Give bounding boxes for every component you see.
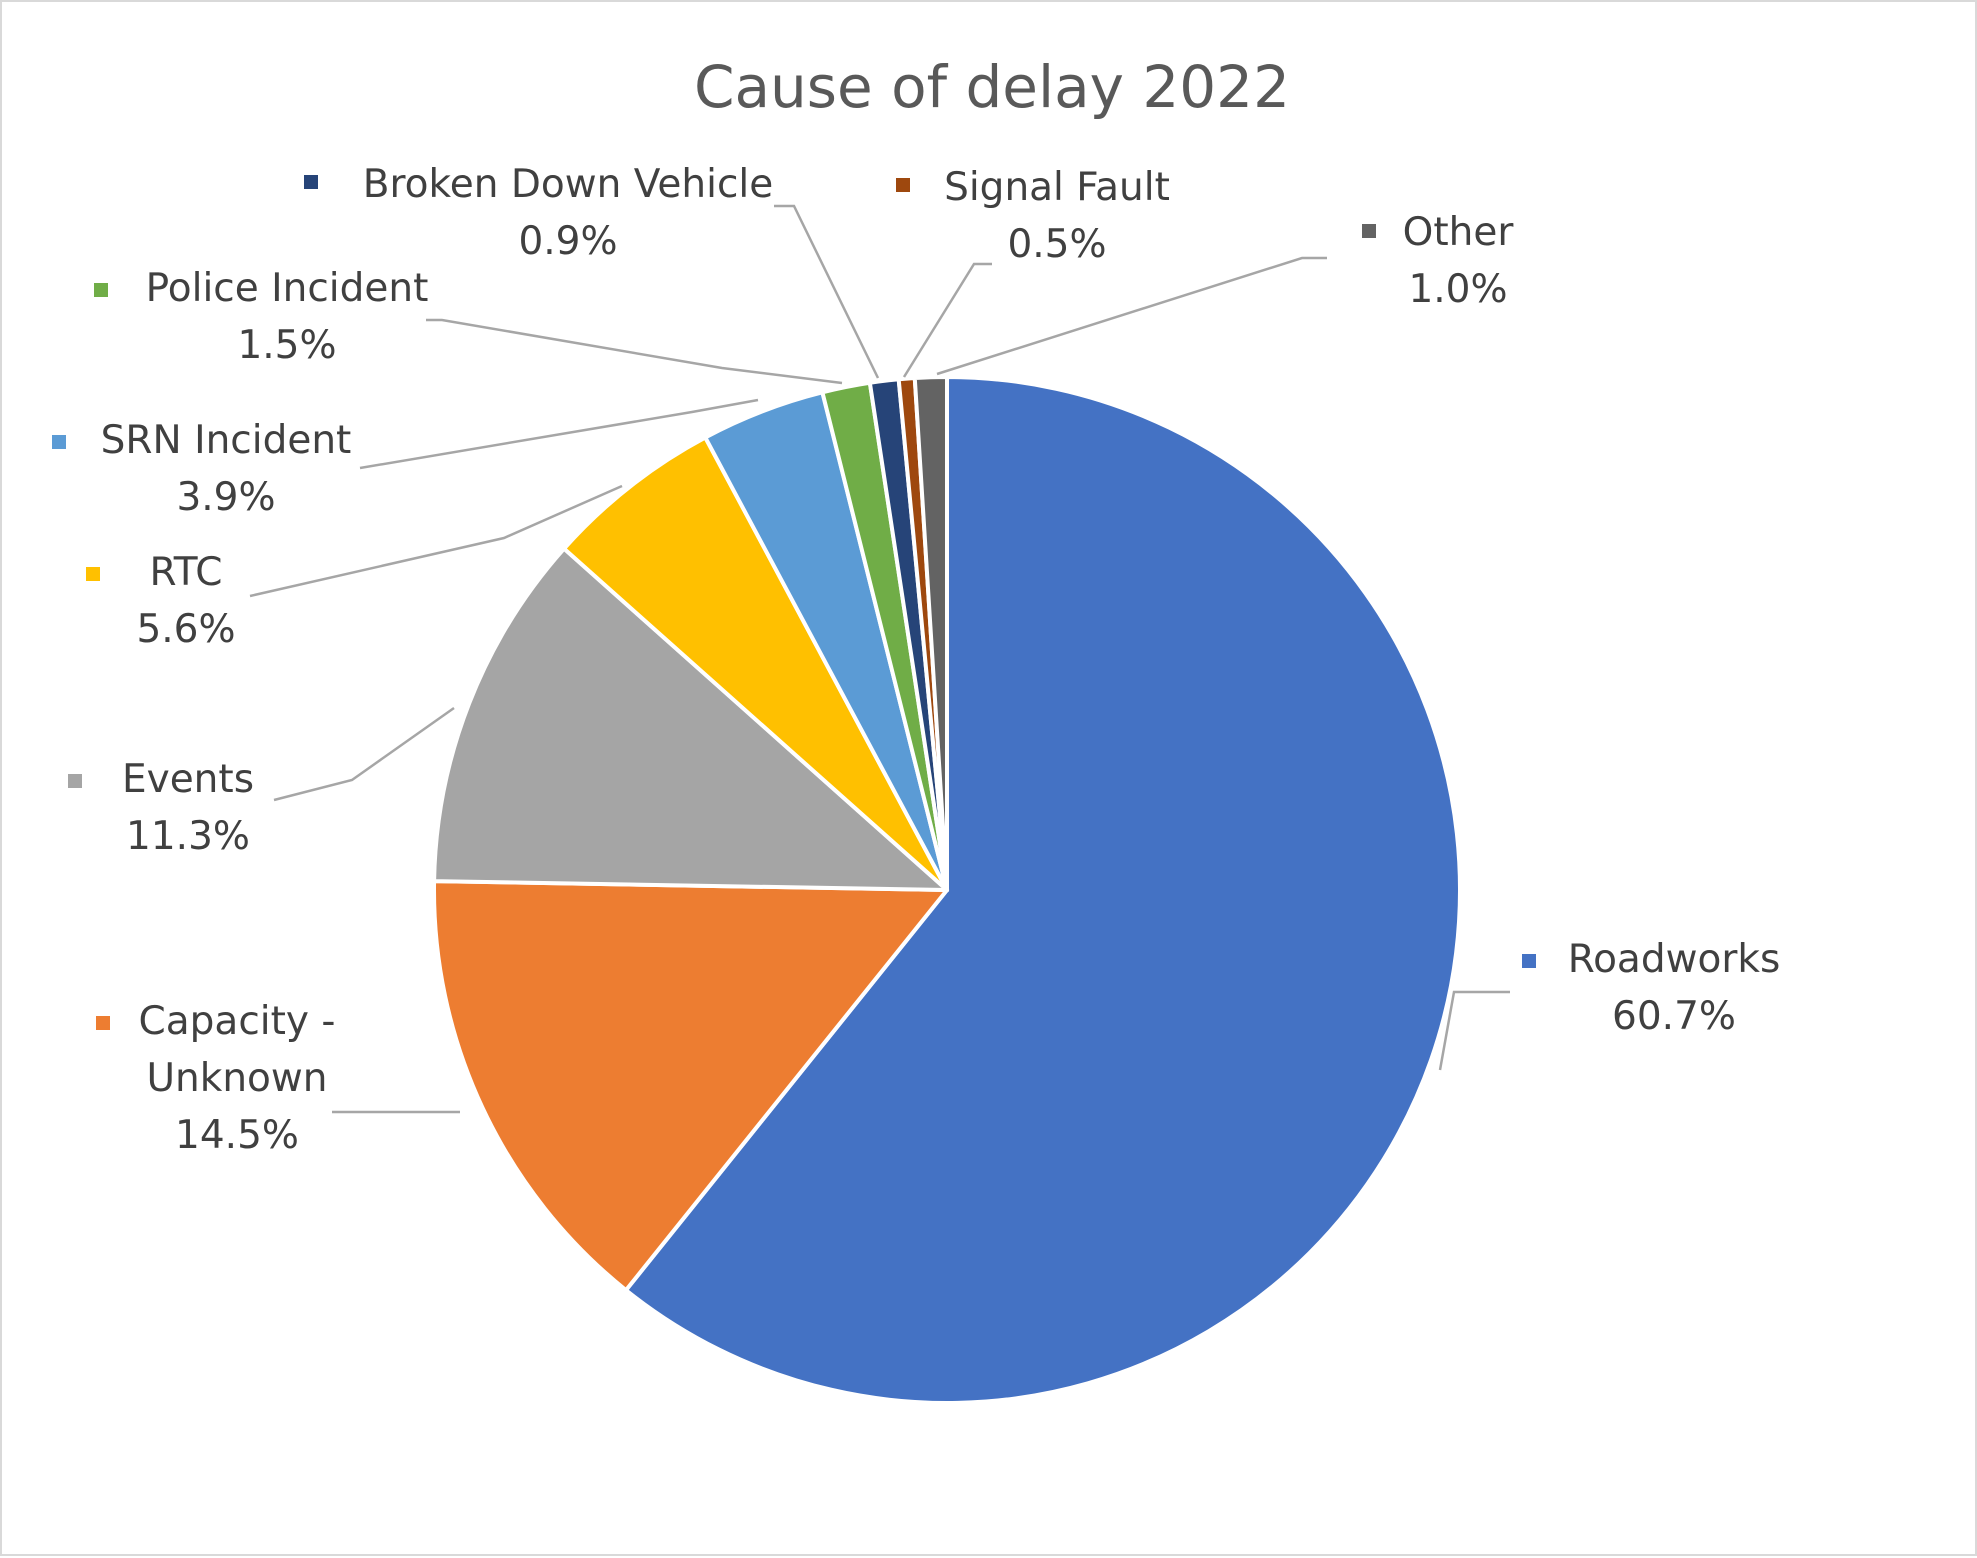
- leader-line-srn-incident: [359, 398, 759, 470]
- data-label-category-other: Other: [1403, 210, 1515, 255]
- data-label-value-rtc: 5.6%: [136, 607, 235, 652]
- pie-slice-events: [432, 546, 949, 892]
- leader-line-broken-down-vehicle: [774, 204, 880, 379]
- pie-slice-rtc: [562, 435, 949, 892]
- leader-line-signal-fault: [902, 262, 992, 378]
- leader-line-roadworks: [1438, 990, 1510, 1071]
- data-label-category-srn-incident: SRN Incident: [101, 418, 352, 463]
- legend-key-rtc: [86, 567, 100, 581]
- data-label-value-police-incident: 1.5%: [237, 323, 336, 368]
- data-label-category-broken-down-vehicle: Broken Down Vehicle: [363, 162, 773, 207]
- data-label-category-events: Events: [122, 757, 254, 802]
- data-label-category-capacity-unknown: Capacity -: [139, 999, 336, 1044]
- leader-line-police-incident: [426, 318, 843, 385]
- pie-slice-capacity-unknown: [432, 879, 949, 1293]
- data-label-category-roadworks: Roadworks: [1568, 937, 1781, 982]
- legend-key-roadworks: [1522, 954, 1536, 968]
- data-label-value-srn-incident: 3.9%: [176, 475, 275, 520]
- data-label-category-police-incident: Police Incident: [146, 266, 429, 311]
- leader-lines: [249, 204, 1510, 1114]
- legend-key-broken-down-vehicle: [304, 175, 318, 189]
- leader-line-rtc: [249, 484, 623, 598]
- data-label-category-rtc: RTC: [149, 550, 222, 595]
- pie-slice-other: [912, 374, 949, 892]
- leader-line-events: [273, 706, 455, 802]
- data-label-value-roadworks: 60.7%: [1612, 994, 1736, 1039]
- data-label-value-other: 1.0%: [1408, 267, 1507, 312]
- legend-key-srn-incident: [52, 435, 66, 449]
- data-label-value-capacity-unknown: 14.5%: [175, 1113, 299, 1158]
- data-label-value-events: 11.3%: [126, 814, 250, 859]
- data-label-category-signal-fault: Signal Fault: [944, 165, 1170, 210]
- data-labels: Roadworks 60.7% Capacity - Unknown 14.5% Even…: [52, 162, 1780, 1158]
- data-label-value-broken-down-vehicle: 0.9%: [518, 219, 617, 264]
- data-label-value-signal-fault: 0.5%: [1007, 222, 1106, 267]
- leader-line-other: [936, 256, 1327, 376]
- data-label-category-capacity-unknown: Unknown: [146, 1056, 327, 1101]
- chart-title: Cause of delay 2022: [694, 53, 1290, 121]
- legend-key-capacity-unknown: [96, 1016, 110, 1030]
- legend-key-other: [1362, 224, 1376, 238]
- legend-key-events: [68, 774, 82, 788]
- pie-slices: [432, 374, 1462, 1405]
- legend-key-signal-fault: [896, 178, 910, 192]
- legend-key-police-incident: [94, 283, 108, 297]
- pie-slice-roadworks: [623, 375, 1462, 1405]
